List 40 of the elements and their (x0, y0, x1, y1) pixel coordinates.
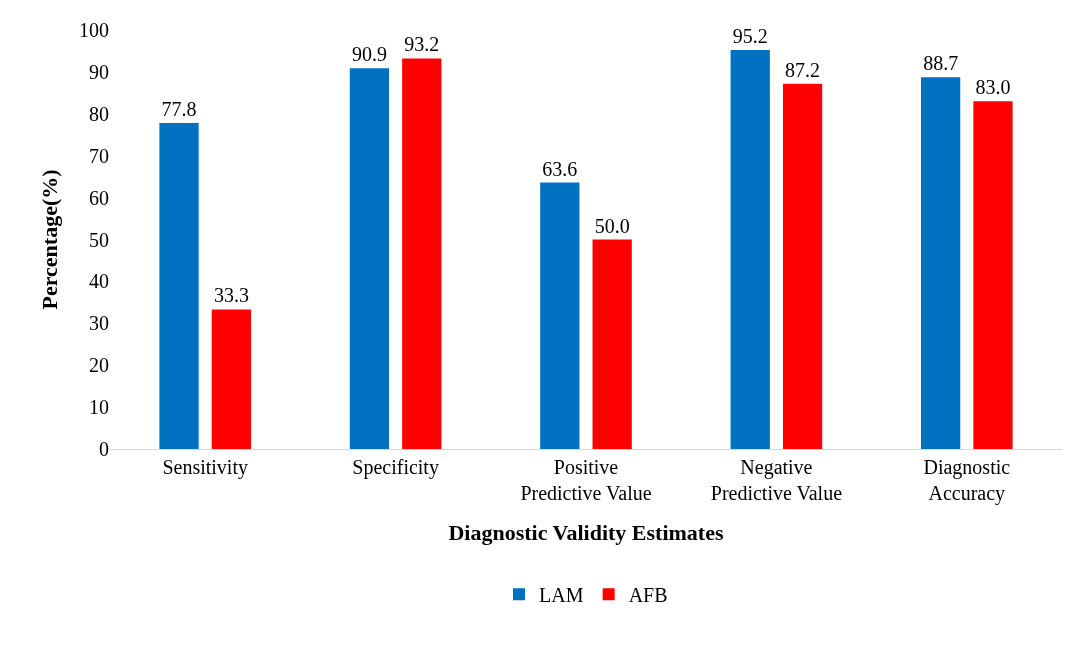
x-tick-label: Positive Predictive Value (520, 456, 652, 504)
y-tick-label: 10 (89, 396, 109, 419)
y-axis-title: Percentage(%) (36, 169, 62, 310)
y-tick-label: 70 (89, 144, 109, 167)
data-label: 63.6 (542, 157, 578, 180)
data-label: 90.9 (351, 43, 387, 66)
bar (592, 239, 632, 449)
x-axis-title: Diagnostic Validity Estimates (448, 519, 724, 545)
y-tick-label: 80 (89, 102, 109, 125)
y-tick-label: 60 (89, 186, 109, 209)
bar (159, 123, 199, 449)
y-tick-label: 90 (89, 60, 109, 83)
data-label: 33.3 (213, 284, 249, 307)
data-label: 50.0 (594, 214, 630, 237)
bar (211, 309, 252, 449)
y-tick-label: 100 (79, 19, 109, 41)
legend-label: LAM (539, 584, 584, 606)
bar (349, 68, 390, 449)
data-label: 88.7 (923, 52, 959, 75)
bar (402, 58, 442, 449)
y-tick-label: 40 (89, 270, 109, 293)
bar (973, 101, 1013, 449)
bar (730, 50, 770, 449)
y-tick-label: 30 (89, 312, 109, 335)
x-tick-label: Sensitivity (162, 456, 248, 479)
data-label: 77.8 (161, 98, 197, 121)
data-label: 87.2 (785, 58, 821, 81)
bar (920, 77, 961, 449)
legend-label: AFB (628, 584, 668, 606)
y-tick-label: 20 (89, 354, 109, 377)
data-label: 95.2 (732, 25, 768, 48)
data-label: 83.0 (975, 76, 1011, 99)
bar (782, 83, 823, 449)
y-tick-label: 0 (99, 438, 109, 460)
y-tick-label: 50 (89, 228, 109, 251)
x-tick-label: Diagnostic Accuracy (923, 456, 1011, 505)
x-tick-label: Negative Predictive Value (710, 456, 843, 504)
x-tick-label: Specificity (352, 456, 439, 479)
bar (540, 182, 580, 449)
data-label: 93.2 (404, 33, 440, 56)
